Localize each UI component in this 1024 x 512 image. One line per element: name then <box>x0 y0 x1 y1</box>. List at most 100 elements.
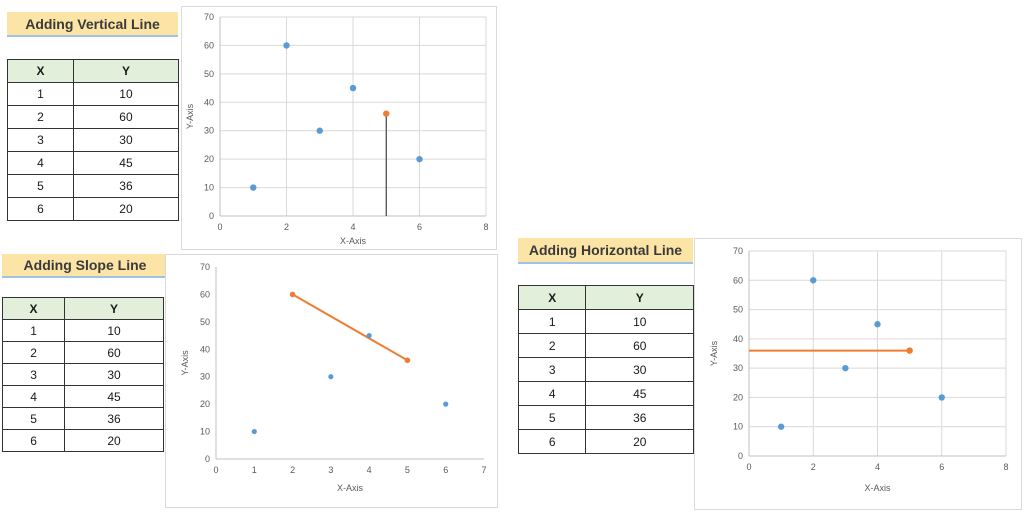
table-cell: 5 <box>7 174 74 198</box>
table-header-x: X <box>1 297 66 320</box>
y-tick-label: 10 <box>204 183 214 193</box>
table-cell: 4 <box>7 151 74 175</box>
table-cell: 3 <box>7 128 74 152</box>
y-tick-label: 50 <box>200 317 210 327</box>
x-tick-label: 0 <box>746 462 751 472</box>
x-tick-label: 4 <box>875 462 880 472</box>
table-cell: 30 <box>64 363 164 386</box>
table-cell: 6 <box>1 429 66 452</box>
table-cell: 1 <box>7 82 74 106</box>
data-table-vertical: X Y 1 10 2 60 3 30 4 45 5 36 6 20 <box>7 59 180 221</box>
chart-svg: 0 10 20 30 40 50 60 70 0 1 2 3 4 5 6 7 X-Axis Y-Axis <box>180 262 487 493</box>
y-axis-title: Y-Axis <box>709 340 719 366</box>
slope-line <box>292 293 408 362</box>
table-cell: 36 <box>72 174 180 198</box>
chart-horizontal-line: 0 10 20 30 40 50 60 70 0 2 4 6 8 X-Axis Y-Axis <box>694 238 1022 510</box>
data-point <box>874 321 881 328</box>
data-point <box>366 332 372 339</box>
y-tick-label: 30 <box>200 372 210 382</box>
table-cell: 2 <box>7 105 74 129</box>
x-tick-label: 4 <box>367 465 372 475</box>
x-tick-label: 2 <box>290 465 295 475</box>
y-tick-label: 30 <box>733 363 743 373</box>
y-tick-label: 40 <box>204 97 214 107</box>
x-tick-label: 2 <box>284 222 289 232</box>
table-header-y: Y <box>64 297 164 320</box>
data-point <box>251 428 257 435</box>
table-cell: 1 <box>1 319 66 342</box>
table-header-x: X <box>7 59 74 83</box>
data-point <box>283 42 290 49</box>
y-tick-label: 40 <box>733 334 743 344</box>
table-cell: 45 <box>72 151 180 175</box>
table-cell: 45 <box>64 385 164 408</box>
table-cell: 60 <box>72 105 180 129</box>
x-tick-label: 6 <box>939 462 944 472</box>
table-cell: 60 <box>585 333 694 358</box>
table-cell: 30 <box>72 128 180 152</box>
y-tick-label: 60 <box>200 289 210 299</box>
y-tick-label: 10 <box>733 422 743 432</box>
table-cell: 5 <box>517 405 587 430</box>
table-cell: 1 <box>517 309 587 334</box>
chart-svg: 0 10 20 30 40 50 60 70 0 2 4 6 8 X-Axis Y-Axis <box>185 12 489 246</box>
table-cell: 6 <box>7 197 74 221</box>
y-axis-title: Y-Axis <box>185 103 195 129</box>
x-tick-label: 0 <box>213 465 218 475</box>
y-axis-title: Y-Axis <box>180 350 190 376</box>
x-tick-label: 1 <box>252 465 257 475</box>
chart-slope-line: 0 10 20 30 40 50 60 70 0 1 2 3 4 5 6 7 X-Axis Y-Axis <box>165 254 498 508</box>
x-tick-label: 8 <box>1003 462 1008 472</box>
x-tick-label: 4 <box>350 222 355 232</box>
x-axis-title: X-Axis <box>864 483 891 493</box>
table-header-y: Y <box>585 285 694 310</box>
y-tick-label: 60 <box>204 40 214 50</box>
chart-svg: 0 10 20 30 40 50 60 70 0 2 4 6 8 X-Axis Y-Axis <box>709 246 1009 493</box>
table-cell: 2 <box>517 333 587 358</box>
data-point <box>250 184 257 191</box>
data-point <box>349 84 357 92</box>
panel-title-horizontal: Adding Horizontal Line <box>518 238 693 264</box>
data-point <box>842 364 849 372</box>
table-cell: 2 <box>1 341 66 364</box>
y-tick-label: 30 <box>204 126 214 136</box>
data-point <box>906 347 913 354</box>
x-tick-label: 3 <box>328 465 333 475</box>
y-tick-label: 70 <box>733 246 743 256</box>
table-cell: 10 <box>64 319 164 342</box>
table-cell: 4 <box>517 381 587 406</box>
table-cell: 36 <box>585 405 694 430</box>
x-axis-title: X-Axis <box>337 483 364 493</box>
data-point <box>328 374 334 380</box>
data-table-slope: X Y 1 10 2 60 3 30 4 45 5 36 6 20 <box>1 297 164 452</box>
y-tick-label: 50 <box>204 69 214 79</box>
data-point <box>383 110 390 117</box>
table-cell: 3 <box>517 357 587 382</box>
table-cell: 3 <box>1 363 66 386</box>
table-cell: 45 <box>585 381 694 406</box>
x-tick-label: 2 <box>811 462 816 472</box>
table-cell: 6 <box>517 429 587 454</box>
table-cell: 60 <box>64 341 164 364</box>
table-cell: 30 <box>585 357 694 382</box>
table-header-x: X <box>517 285 587 310</box>
chart-vertical-line: 0 10 20 30 40 50 60 70 0 2 4 6 8 X-Axis Y-Axis <box>181 6 497 250</box>
data-point <box>289 291 296 298</box>
y-tick-label: 10 <box>200 427 210 437</box>
data-point <box>777 423 785 430</box>
y-tick-label: 20 <box>204 154 214 164</box>
x-tick-label: 6 <box>443 465 448 475</box>
data-point <box>404 357 411 364</box>
table-cell: 10 <box>585 309 694 334</box>
y-tick-label: 70 <box>200 262 210 272</box>
x-tick-label: 8 <box>483 222 488 232</box>
data-point <box>416 155 423 163</box>
y-tick-label: 20 <box>733 392 743 402</box>
table-cell: 36 <box>64 407 164 430</box>
table-cell: 20 <box>72 197 180 221</box>
table-header-y: Y <box>72 59 180 83</box>
data-point <box>938 394 945 401</box>
data-point <box>810 277 817 284</box>
y-tick-label: 70 <box>204 12 214 22</box>
y-tick-label: 50 <box>733 305 743 315</box>
